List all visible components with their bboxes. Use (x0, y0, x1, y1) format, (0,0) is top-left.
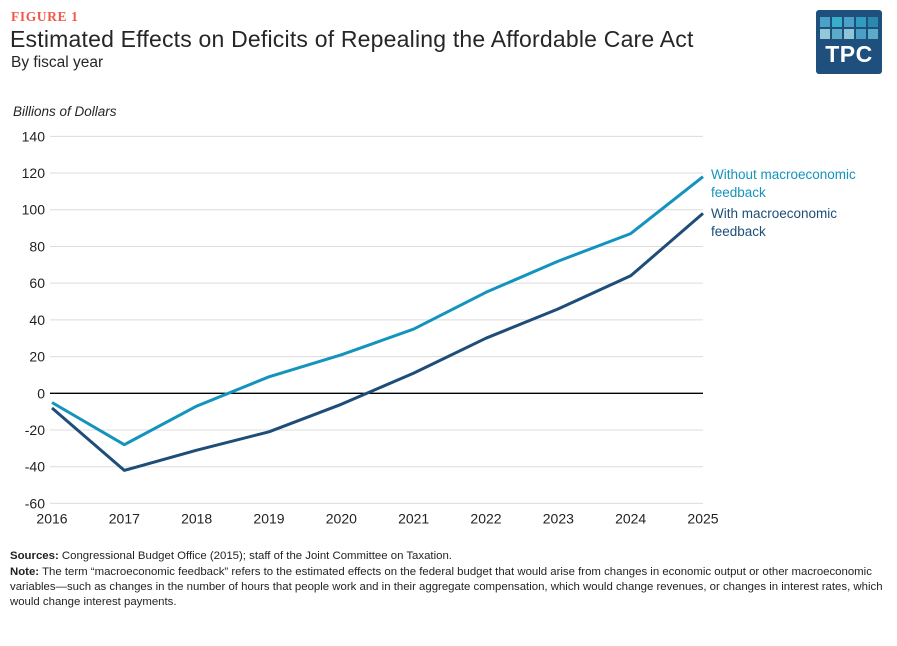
series-line-with-feedback (51, 212, 704, 472)
note-line: Note: The term “macroeconomic feedback” … (10, 565, 889, 610)
tpc-logo: TPC (816, 10, 882, 74)
x-tick-label: 2016 (36, 510, 67, 526)
y-tick-label: -20 (25, 422, 45, 438)
y-tick-label: 0 (37, 385, 45, 401)
figure-label: FIGURE 1 (11, 9, 79, 24)
y-tick-label: 40 (29, 312, 45, 328)
logo-square (820, 29, 830, 39)
note-text: The term “macroeconomic feedback” refers… (10, 566, 883, 609)
x-tick-label: 2022 (470, 510, 501, 526)
logo-square (844, 17, 854, 27)
x-tick-label: 2017 (109, 510, 140, 526)
logo-square (844, 29, 854, 39)
deficit-line-chart: -60 -40 -20 0 20 40 60 80 100 120 140 2016 2017 2018 2… (22, 128, 719, 526)
tpc-logo-grid-icon (820, 17, 878, 39)
logo-square (868, 29, 878, 39)
y-tick-label: 60 (29, 275, 45, 291)
x-tick-label: 2024 (615, 510, 646, 526)
logo-square (856, 17, 866, 27)
x-tick-label: 2025 (687, 510, 718, 526)
series-line-without-feedback (51, 175, 704, 447)
legend-without-macro-feedback: Without macroeconomic feedback (711, 167, 856, 201)
y-tick-label: -40 (25, 459, 45, 475)
legend-with-macro-feedback: With macroeconomic feedback (711, 206, 838, 240)
page-subtitle: By fiscal year (11, 54, 104, 71)
note-label: Note: (10, 566, 40, 579)
logo-square (820, 17, 830, 27)
logo-square (868, 17, 878, 27)
footer-notes: Sources: Congressional Budget Office (20… (10, 549, 889, 611)
x-tick-label: 2020 (326, 510, 357, 526)
y-tick-label: 120 (22, 165, 46, 181)
x-tick-label: 2018 (181, 510, 212, 526)
sources-line: Sources: Congressional Budget Office (20… (10, 549, 889, 564)
y-tick-label: 20 (29, 349, 45, 365)
logo-square (856, 29, 866, 39)
y-tick-label: 80 (29, 238, 45, 254)
logo-square (832, 29, 842, 39)
x-tick-label: 2021 (398, 510, 429, 526)
sources-label: Sources: (10, 550, 59, 562)
y-tick-label: -60 (25, 495, 45, 511)
page-title: Estimated Effects on Deficits of Repeali… (10, 26, 694, 52)
tpc-logo-text: TPC (825, 41, 873, 67)
y-tick-label: 100 (22, 202, 46, 218)
sources-text: Congressional Budget Office (2015); staf… (58, 550, 452, 562)
y-tick-label: 140 (22, 128, 46, 144)
logo-square (832, 17, 842, 27)
x-tick-label: 2023 (543, 510, 574, 526)
x-tick-label: 2019 (253, 510, 284, 526)
y-axis-unit-label: Billions of Dollars (13, 104, 117, 119)
